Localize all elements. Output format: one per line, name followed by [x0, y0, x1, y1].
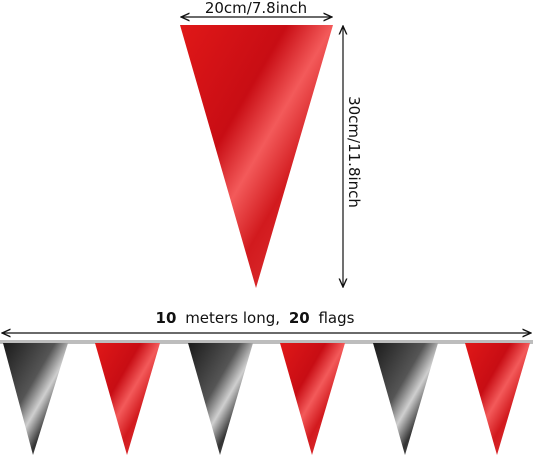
length-number: 10 [156, 309, 177, 327]
red-flag [280, 343, 345, 455]
large-flag [180, 25, 333, 288]
height-label: 30cm/11.8inch [345, 96, 363, 208]
black-flag [3, 343, 68, 455]
rope [0, 340, 533, 344]
length-text: meters long, [185, 309, 280, 327]
flag-count: 20 [289, 309, 310, 327]
width-label: 20cm/7.8inch [205, 0, 307, 17]
black-flag [373, 343, 438, 455]
flag-text: flags [318, 309, 354, 327]
black-flag [188, 343, 253, 455]
red-flag [465, 343, 530, 455]
length-label: 10 meters long, 20 flags [156, 309, 355, 327]
red-flag [95, 343, 160, 455]
